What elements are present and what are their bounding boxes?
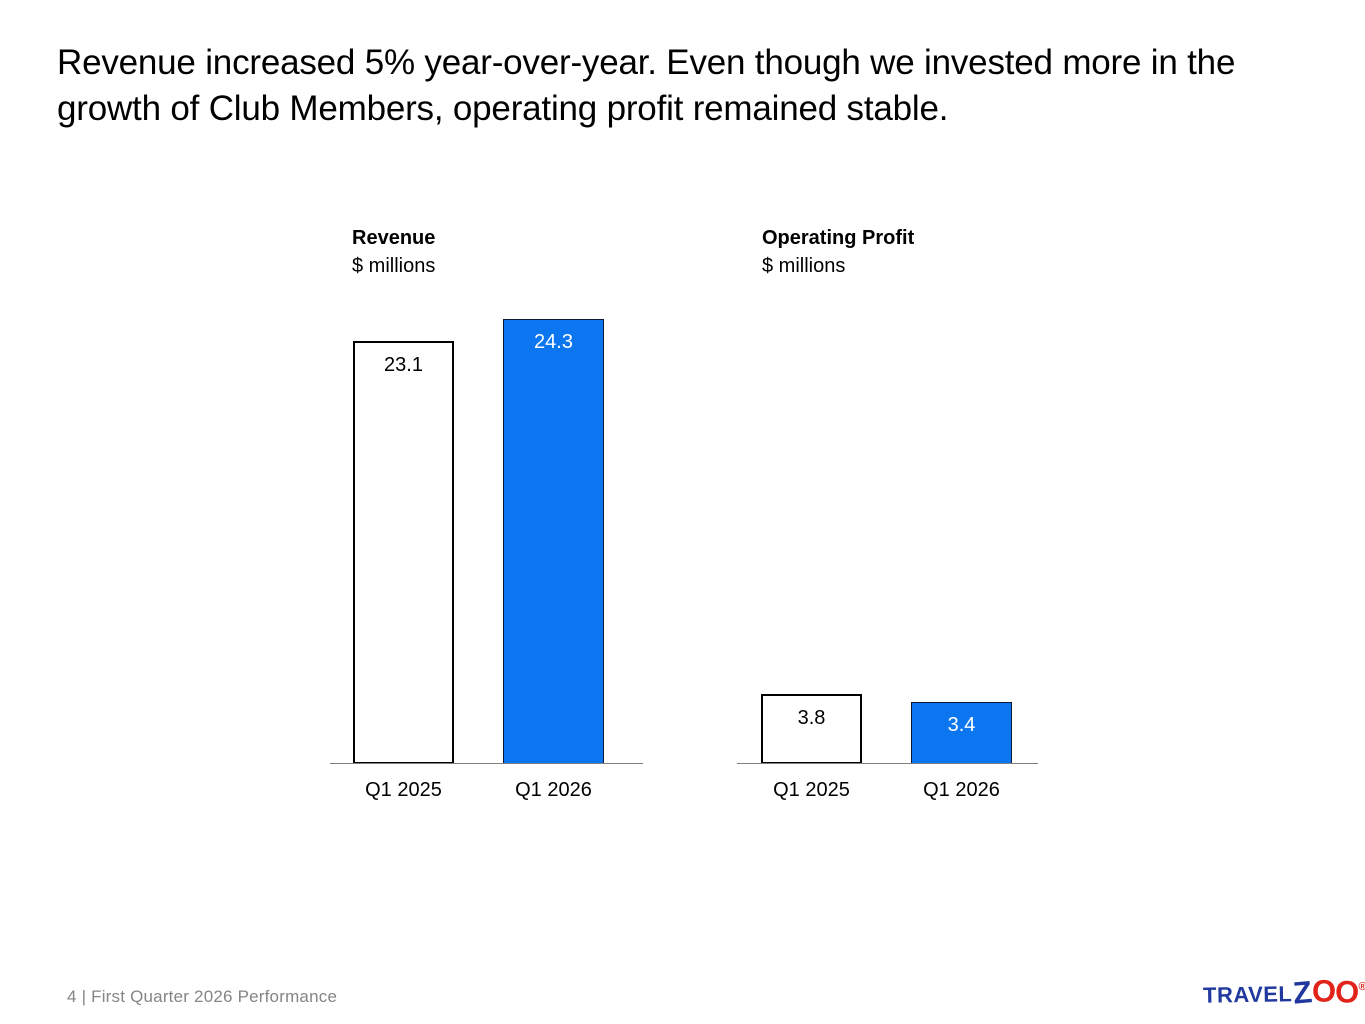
operating-profit-bar-q1-2026-value: 3.4 (947, 714, 976, 736)
travelzoo-logo-oo-text: OO (1311, 973, 1360, 1010)
operating-profit-x-tick-q1-2025: Q1 2025 (773, 779, 850, 801)
revenue-bar-q1-2025-value: 23.1 (384, 354, 423, 376)
operating-profit-chart-subtitle: $ millions (762, 255, 846, 277)
operating-profit-chart-title: Operating Profit (762, 227, 915, 249)
operating-profit-chart-plot: 3.8 3.4 (737, 288, 1038, 764)
revenue-chart-title: Revenue (352, 227, 436, 249)
registered-trademark-icon: ® (1358, 980, 1365, 993)
revenue-chart-header: Revenue $ millions (352, 224, 672, 280)
operating-profit-chart-header: Operating Profit $ millions (762, 224, 1082, 280)
revenue-bar-q1-2026-value: 24.3 (534, 331, 573, 353)
revenue-x-tick-q1-2025: Q1 2025 (365, 779, 442, 801)
operating-profit-bar-q1-2026: 3.4 (911, 702, 1012, 764)
travelzoo-logo-travel-text: TRAVEL (1202, 981, 1293, 1008)
revenue-x-axis-line (330, 763, 643, 764)
revenue-bar-q1-2026: 24.3 (503, 319, 604, 764)
revenue-bar-q1-2025: 23.1 (353, 341, 454, 764)
operating-profit-bar-q1-2025: 3.8 (761, 694, 862, 764)
page-title: Revenue increased 5% year-over-year. Eve… (57, 43, 1236, 128)
operating-profit-x-axis-line (737, 763, 1038, 764)
revenue-x-tick-q1-2026: Q1 2026 (515, 779, 592, 801)
revenue-chart-subtitle: $ millions (352, 255, 436, 277)
travelzoo-logo: TRAVELZOO® (1202, 973, 1365, 1016)
operating-profit-x-tick-q1-2026: Q1 2026 (923, 779, 1000, 801)
operating-profit-bar-q1-2025-value: 3.8 (797, 707, 826, 729)
footer-page-info: 4 | First Quarter 2026 Performance (67, 987, 338, 1006)
revenue-chart-plot: 23.1 24.3 (330, 288, 643, 764)
